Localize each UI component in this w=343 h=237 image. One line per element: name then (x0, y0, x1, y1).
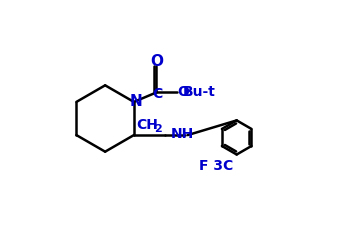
Text: Bu-t: Bu-t (182, 85, 215, 100)
Text: N: N (129, 94, 142, 109)
Text: F 3C: F 3C (199, 159, 233, 173)
Text: O: O (150, 54, 163, 69)
Text: 2: 2 (154, 124, 162, 134)
Text: NH: NH (171, 127, 194, 141)
Text: O: O (177, 85, 189, 100)
Text: C: C (152, 87, 163, 101)
Text: CH: CH (136, 118, 158, 132)
